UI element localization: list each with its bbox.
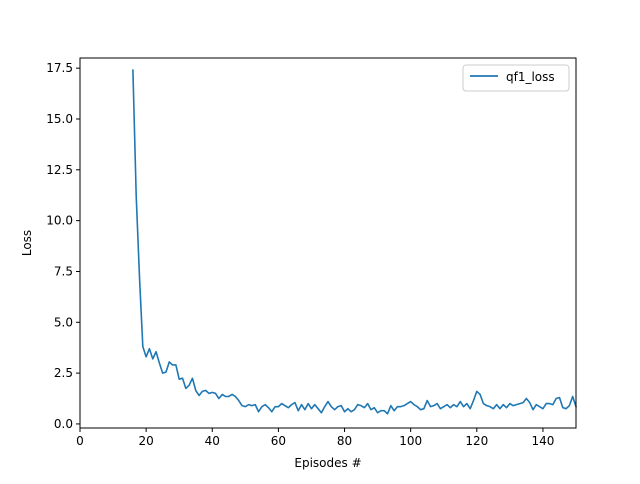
y-tick-label: 12.5 <box>46 163 73 177</box>
y-axis-ticks: 0.0 2.5 5.0 7.5 10.0 12.5 15.0 17.5 <box>46 61 80 431</box>
y-axis-label: Loss <box>20 230 34 256</box>
x-tick-label: 120 <box>465 434 488 448</box>
y-tick-label: 10.0 <box>46 214 73 228</box>
x-axis-label: Episodes # <box>294 456 361 470</box>
series-line-qf1_loss <box>132 69 578 415</box>
y-tick-label: 7.5 <box>54 264 73 278</box>
plot-area <box>80 58 576 428</box>
plot-frame <box>79 57 577 429</box>
legend: qf1_loss <box>462 64 570 92</box>
x-tick-label: 140 <box>531 434 554 448</box>
x-tick-label: 0 <box>76 434 84 448</box>
y-tick-label: 2.5 <box>54 366 73 380</box>
y-tick-label: 15.0 <box>46 112 73 126</box>
y-tick-label: 17.5 <box>46 61 73 75</box>
x-tick-label: 100 <box>399 434 422 448</box>
legend-label: qf1_loss <box>506 70 555 84</box>
x-tick-label: 60 <box>271 434 286 448</box>
series-layer <box>132 69 578 415</box>
x-tick-label: 20 <box>138 434 153 448</box>
y-tick-label: 5.0 <box>54 315 73 329</box>
x-axis-ticks: 0 20 40 60 80 100 120 140 <box>76 428 554 448</box>
x-tick-label: 80 <box>337 434 352 448</box>
x-tick-label: 40 <box>205 434 220 448</box>
legend-box <box>462 64 570 92</box>
y-tick-label: 0.0 <box>54 417 73 431</box>
